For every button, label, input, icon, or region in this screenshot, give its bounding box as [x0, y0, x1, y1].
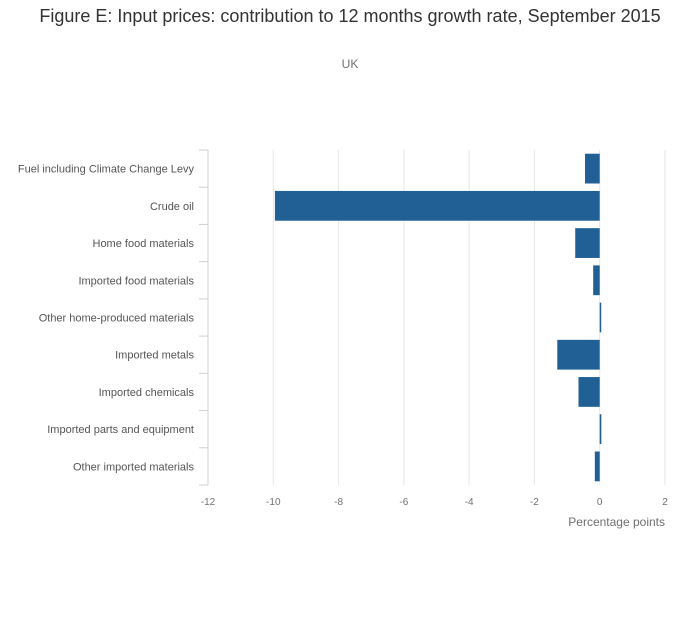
- chart-subtitle: UK: [341, 57, 359, 71]
- category-label: Imported metals: [115, 350, 194, 362]
- category-label: Other imported materials: [73, 461, 195, 473]
- x-tick-label: -4: [465, 497, 474, 508]
- category-label: Imported parts and equipment: [47, 424, 194, 436]
- bars: [274, 153, 602, 482]
- category-label: Home food materials: [93, 238, 195, 250]
- category-labels: Fuel including Climate Change Levy Crude …: [18, 164, 195, 474]
- bar: [594, 451, 600, 482]
- bar: [575, 228, 600, 258]
- bar: [578, 377, 600, 407]
- x-axis-title: Percentage points: [568, 515, 665, 529]
- x-tick-label: -2: [530, 497, 539, 508]
- x-tick-label: 2: [662, 497, 668, 508]
- bar: [585, 153, 600, 184]
- category-ticks: [199, 149, 209, 486]
- x-tick-label: -10: [266, 497, 281, 508]
- bar: [557, 339, 600, 370]
- chart-title: Figure E: Input prices: contribution to …: [39, 6, 661, 26]
- x-tick-label: -6: [399, 497, 408, 508]
- x-tick-label: -8: [334, 497, 343, 508]
- category-label: Imported chemicals: [99, 387, 195, 399]
- category-label: Fuel including Climate Change Levy: [18, 164, 195, 176]
- bar: [274, 190, 600, 221]
- bar: [593, 265, 600, 296]
- category-label: Crude oil: [150, 201, 194, 213]
- x-tick-label: 0: [597, 497, 603, 508]
- category-label: Imported food materials: [78, 275, 194, 287]
- category-label: Other home-produced materials: [39, 313, 195, 325]
- x-tick-labels: -12 -10 -8 -6 -4 -2 0 2: [201, 497, 668, 508]
- bar: [599, 302, 602, 333]
- x-tick-label: -12: [201, 497, 216, 508]
- bar: [599, 414, 602, 445]
